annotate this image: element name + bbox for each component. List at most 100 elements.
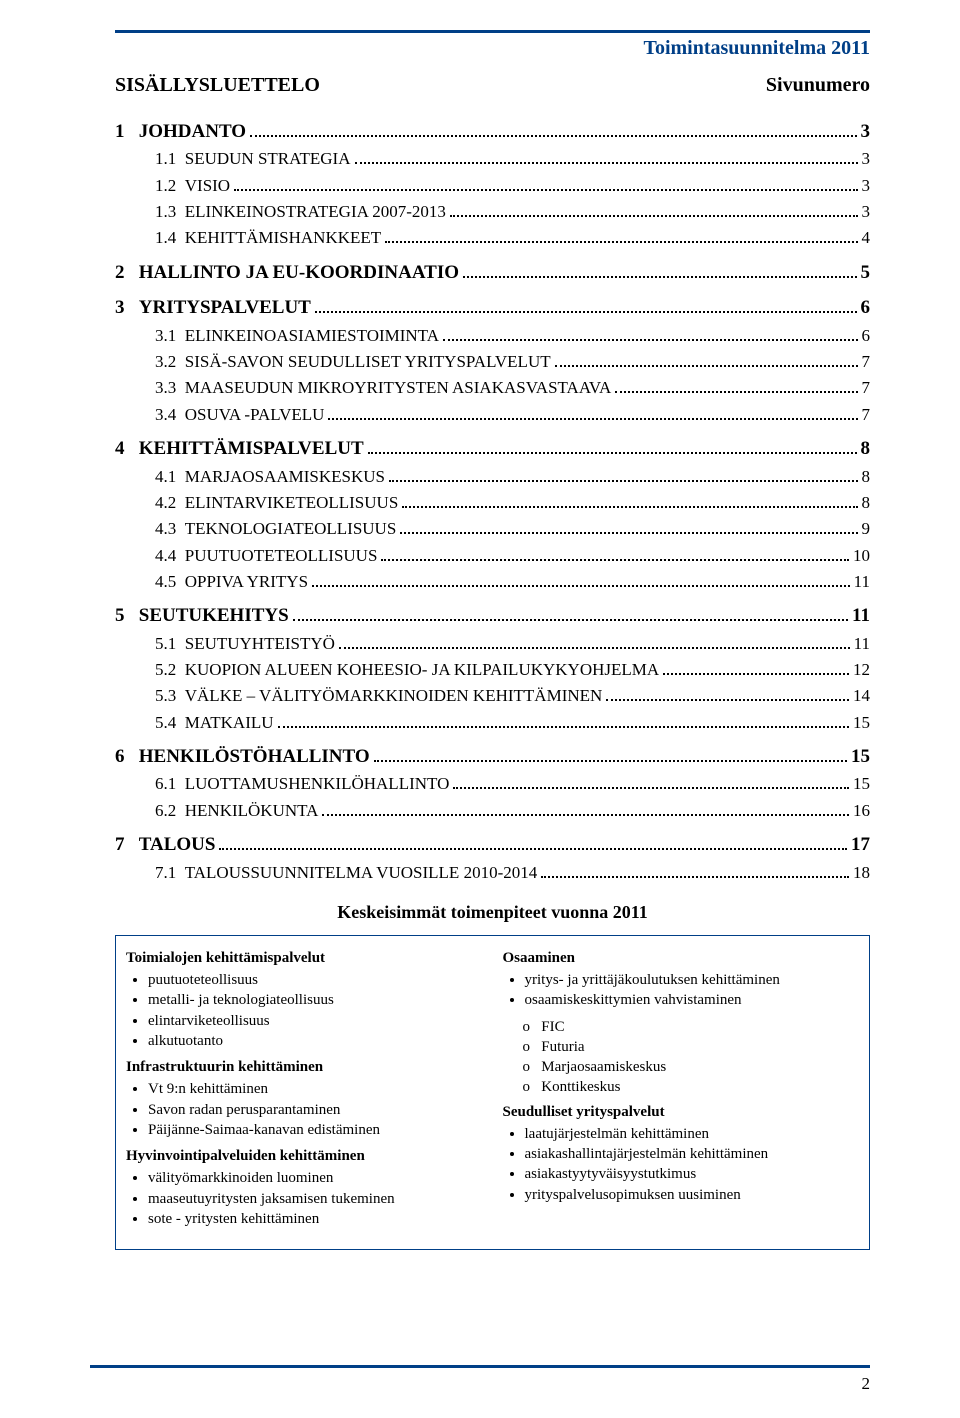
toc-entry-page: 6 [861,293,871,322]
toc-leader-dots [400,519,857,534]
toc-entry: 6.1 LUOTTAMUSHENKILÖHALLINTO 15 [155,771,870,797]
group-list: välityömarkkinoiden luominenmaaseutuyrit… [148,1168,483,1229]
toc-entry: 5 SEUTUKEHITYS11 [115,601,870,630]
toc-leader-dots [219,834,847,850]
toc-entry-page: 15 [851,742,870,771]
toc-leader-dots [312,572,850,587]
toc-entry-page: 17 [851,830,870,859]
toc-leader-dots [443,326,858,341]
toc-entry: 4.3 TEKNOLOGIATEOLLISUUS9 [155,516,870,542]
toc-entry-label: 6.2 HENKILÖKUNTA [155,798,318,824]
toc-entry-page: 12 [853,657,870,683]
toc-entry: 4 KEHITTÄMISPALVELUT8 [115,434,870,463]
footer-rule [90,1365,870,1368]
toc-entry: 4.4 PUUTUOTETEOLLISUUS10 [155,543,870,569]
toc-entry: 4.2 ELINTARVIKETEOLLISUUS8 [155,490,870,516]
toc-entry-label: 5.3 VÄLKE – VÄLITYÖMARKKINOIDEN KEHITTÄM… [155,683,602,709]
toc-entry-label: 1.4 KEHITTÄMISHANKKEET [155,225,381,251]
toc-entry-label: 6.1 LUOTTAMUSHENKILÖHALLINTO [155,771,449,797]
group-title: Seudulliset yrityspalvelut [503,1102,860,1122]
toc-entry: 5.4 MATKAILU15 [155,710,870,736]
toc-leader-dots [250,121,856,137]
list-item: välityömarkkinoiden luominen [148,1168,483,1188]
sub-list-item: o Futuria [523,1037,860,1057]
list-item: asiakashallintajärjestelmän kehittäminen [525,1144,860,1164]
list-item: Vt 9:n kehittäminen [148,1079,483,1099]
toc-entry-page: 11 [854,631,870,657]
sub-list-item: o Konttikeskus [523,1077,860,1097]
toc-leader-dots [402,493,857,508]
toc-entry: 1 JOHDANTO3 [115,117,870,146]
toc-entry-label: 5.4 MATKAILU [155,710,274,736]
table-of-contents: 1 JOHDANTO31.1 SEUDUN STRATEGIA31.2 VISI… [115,117,870,886]
toc-entry-page: 7 [862,402,871,428]
toc-entry-page: 18 [853,860,870,886]
toc-entry: 6.2 HENKILÖKUNTA16 [155,798,870,824]
toc-entry-page: 7 [862,349,871,375]
toc-leader-dots [385,229,857,244]
toc-entry-label: 4.1 MARJAOSAAMISKESKUS [155,464,385,490]
header-rule [115,30,870,33]
key-actions-box: Toimialojen kehittämispalvelutpuutuotete… [115,935,870,1250]
toc-entry-label: 1.1 SEUDUN STRATEGIA [155,146,351,172]
toc-leader-dots [234,176,857,191]
toc-entry-page: 15 [853,771,870,797]
toc-entry: 3.1 ELINKEINOASIAMIESTOIMINTA 6 [155,323,870,349]
group-list: puutuoteteollisuusmetalli- ja teknologia… [148,970,483,1051]
key-actions-heading: Keskeisimmät toimenpiteet vuonna 2011 [115,902,870,923]
list-item: yrityspalvelusopimuksen uusiminen [525,1185,860,1205]
toc-entry-label: 2 HALLINTO JA EU-KOORDINAATIO [115,258,459,287]
group-title: Hyvinvointipalveluiden kehittäminen [126,1146,483,1166]
toc-entry-page: 8 [862,490,871,516]
toc-entry-page: 14 [853,683,870,709]
list-item: alkutuotanto [148,1031,483,1051]
toc-leader-dots [381,546,849,561]
key-actions-right-column: Osaaminenyritys- ja yrittäjäkoulutuksen … [493,936,870,1249]
toc-entry-label: 3.4 OSUVA -PALVELU [155,402,324,428]
toc-leader-dots [453,775,849,790]
toc-leader-dots [293,605,848,621]
toc-entry-label: 7 TALOUS [115,830,215,859]
toc-leader-dots [389,467,857,482]
toc-entry: 1.4 KEHITTÄMISHANKKEET4 [155,225,870,251]
toc-entry-label: 3.1 ELINKEINOASIAMIESTOIMINTA [155,323,439,349]
toc-entry: 1.3 ELINKEINOSTRATEGIA 2007-20133 [155,199,870,225]
document-title: Toimintasuunnitelma 2011 [115,37,870,60]
list-item: maaseutuyritysten jaksamisen tukeminen [148,1189,483,1209]
list-item: asiakastyytyväisyystutkimus [525,1164,860,1184]
toc-entry: 2 HALLINTO JA EU-KOORDINAATIO5 [115,258,870,287]
toc-entry-page: 3 [862,173,871,199]
list-item: sote - yritysten kehittäminen [148,1209,483,1229]
toc-entry: 4.5 OPPIVA YRITYS11 [155,569,870,595]
toc-entry: 3.2 SISÄ-SAVON SEUDULLISET YRITYSPALVELU… [155,349,870,375]
toc-entry-page: 11 [852,601,870,630]
toc-entry: 3.3 MAASEUDUN MIKROYRITYSTEN ASIAKASVAST… [155,375,870,401]
toc-entry-page: 6 [862,323,871,349]
group-list: laatujärjestelmän kehittäminenasiakashal… [525,1124,860,1205]
toc-entry: 6 HENKILÖSTÖHALLINTO 15 [115,742,870,771]
list-item: osaamiskeskittymien vahvistaminen [525,990,860,1010]
page-number: 2 [862,1374,871,1394]
toc-entry-label: 4.3 TEKNOLOGIATEOLLISUUS [155,516,396,542]
toc-entry: 1.2 VISIO 3 [155,173,870,199]
toc-entry: 3.4 OSUVA -PALVELU 7 [155,402,870,428]
toc-entry-page: 3 [862,199,871,225]
toc-entry-label: 1 JOHDANTO [115,117,246,146]
toc-entry: 3 YRITYSPALVELUT6 [115,293,870,322]
toc-entry-label: 4.4 PUUTUOTETEOLLISUUS [155,543,377,569]
toc-entry-label: 1.2 VISIO [155,173,230,199]
toc-leader-dots [450,202,858,217]
toc-leader-dots [355,150,858,165]
toc-entry-label: 3.3 MAASEUDUN MIKROYRITYSTEN ASIAKASVAST… [155,375,611,401]
group-title: Osaaminen [503,948,860,968]
toc-entry-label: 6 HENKILÖSTÖHALLINTO [115,742,370,771]
toc-entry: 5.2 KUOPION ALUEEN KOHEESIO- JA KILPAILU… [155,657,870,683]
toc-entry-label: 3.2 SISÄ-SAVON SEUDULLISET YRITYSPALVELU… [155,349,551,375]
list-item: laatujärjestelmän kehittäminen [525,1124,860,1144]
toc-entry-label: 5.2 KUOPION ALUEEN KOHEESIO- JA KILPAILU… [155,657,659,683]
toc-entry: 1.1 SEUDUN STRATEGIA3 [155,146,870,172]
group-title: Infrastruktuurin kehittäminen [126,1057,483,1077]
toc-leader-dots [606,687,849,702]
toc-leader-dots [278,713,849,728]
toc-heading-row: SISÄLLYSLUETTELO Sivunumero [115,74,870,97]
